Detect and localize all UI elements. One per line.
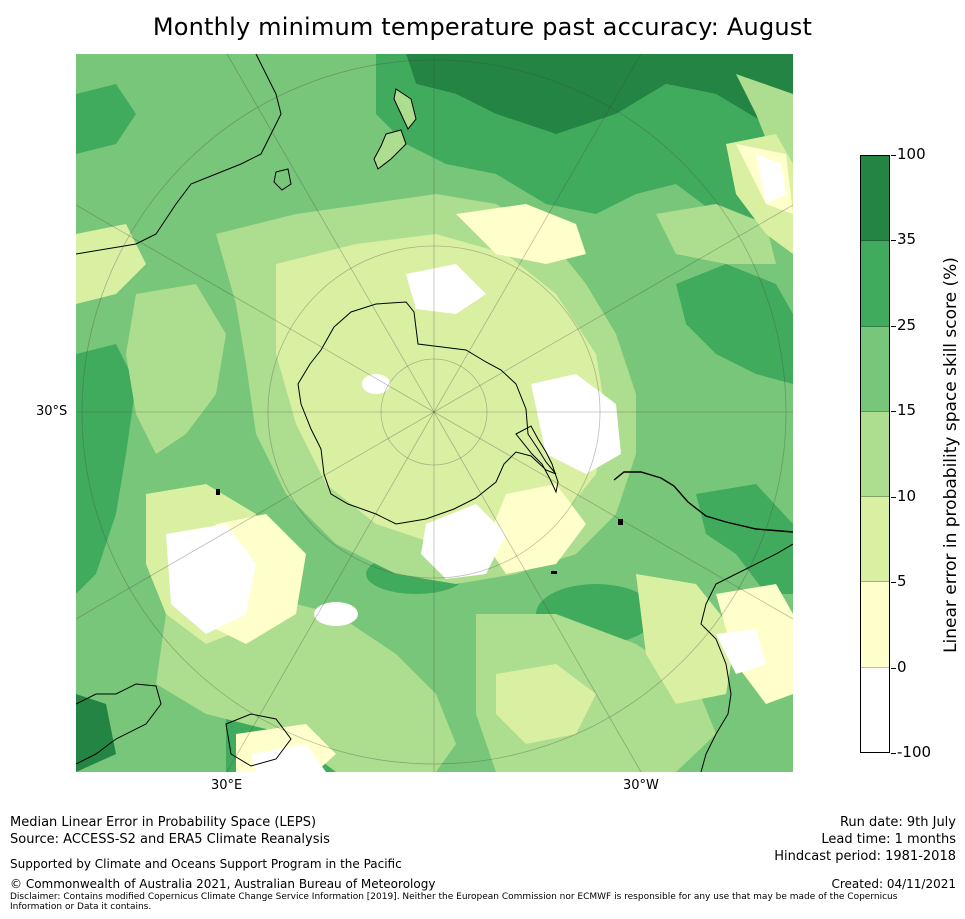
colorbar-tick — [891, 240, 896, 241]
colorbar-tick — [891, 326, 896, 327]
support-statement: Supported by Climate and Oceans Support … — [10, 857, 402, 871]
latitude-gridlines — [81, 59, 787, 765]
longitude-label-30e: 30°E — [211, 778, 243, 793]
colorbar-tick-label: 15 — [897, 401, 917, 419]
lead-time: Lead time: 1 months — [821, 832, 956, 847]
colorbar-tick — [891, 155, 896, 156]
antarctica-coastline — [297, 301, 557, 525]
madagascar-coastline — [225, 713, 292, 767]
colorbar-tick-label: 5 — [897, 572, 907, 590]
australia-coastline — [76, 54, 282, 255]
island-marker — [618, 519, 623, 525]
colorbar-bin — [861, 667, 889, 752]
south-america-east-coastline — [700, 543, 793, 772]
skill-negative-regions — [166, 154, 786, 772]
colorbar-tick — [891, 753, 896, 754]
colorbar-tick — [891, 497, 896, 498]
map-svg — [76, 54, 793, 772]
africa-coastline — [76, 683, 162, 765]
south-america-coastline — [613, 471, 793, 533]
footer-right: Run date: 9th July Lead time: 1 months H… — [774, 814, 956, 865]
colorbar-bin — [861, 326, 889, 412]
colorbar-bin — [861, 497, 889, 583]
colorbar-tick-label: 100 — [897, 145, 926, 163]
colorbar-tick-label: 10 — [897, 487, 917, 505]
data-source: Source: ACCESS-S2 and ERA5 Climate Reana… — [10, 832, 330, 847]
run-date: Run date: 9th July — [839, 815, 956, 830]
colorbar-tick-label: -100 — [897, 743, 932, 761]
colorbar-tick-label: 25 — [897, 316, 917, 334]
tasmania-coastline — [273, 168, 292, 191]
antarctic-peninsula-coastline — [515, 425, 559, 494]
colorbar-tick — [891, 668, 896, 669]
colorbar — [860, 155, 890, 753]
hindcast-period: Hindcast period: 1981-2018 — [774, 849, 956, 864]
leps-description: Median Linear Error in Probability Space… — [10, 815, 317, 830]
longitude-gridlines — [76, 54, 793, 772]
colorbar-tick-label: 35 — [897, 230, 917, 248]
latitude-label-30s: 30°S — [36, 404, 68, 419]
footer-left: Median Linear Error in Probability Space… — [10, 814, 330, 848]
island-marker — [551, 571, 557, 574]
colorbar-tick-label: 0 — [897, 658, 907, 676]
colorbar-bin — [861, 411, 889, 498]
copyright: © Commonwealth of Australia 2021, Austra… — [10, 877, 436, 891]
chart-title: Monthly minimum temperature past accurac… — [152, 13, 813, 41]
skill-score-map — [76, 54, 793, 772]
island-marker — [216, 489, 220, 495]
colorbar-title: Linear error in probability space skill … — [941, 257, 961, 653]
colorbar-bin — [861, 582, 889, 668]
disclaimer: Disclaimer: Contains modified Copernicus… — [10, 892, 898, 912]
colorbar-tick — [891, 411, 896, 412]
created-date: Created: 04/11/2021 — [831, 877, 956, 891]
colorbar-bin — [861, 156, 889, 242]
longitude-label-30w: 30°W — [623, 778, 659, 793]
colorbar-bin — [861, 241, 889, 327]
colorbar-tick — [891, 582, 896, 583]
new-zealand-coastline — [373, 88, 417, 170]
